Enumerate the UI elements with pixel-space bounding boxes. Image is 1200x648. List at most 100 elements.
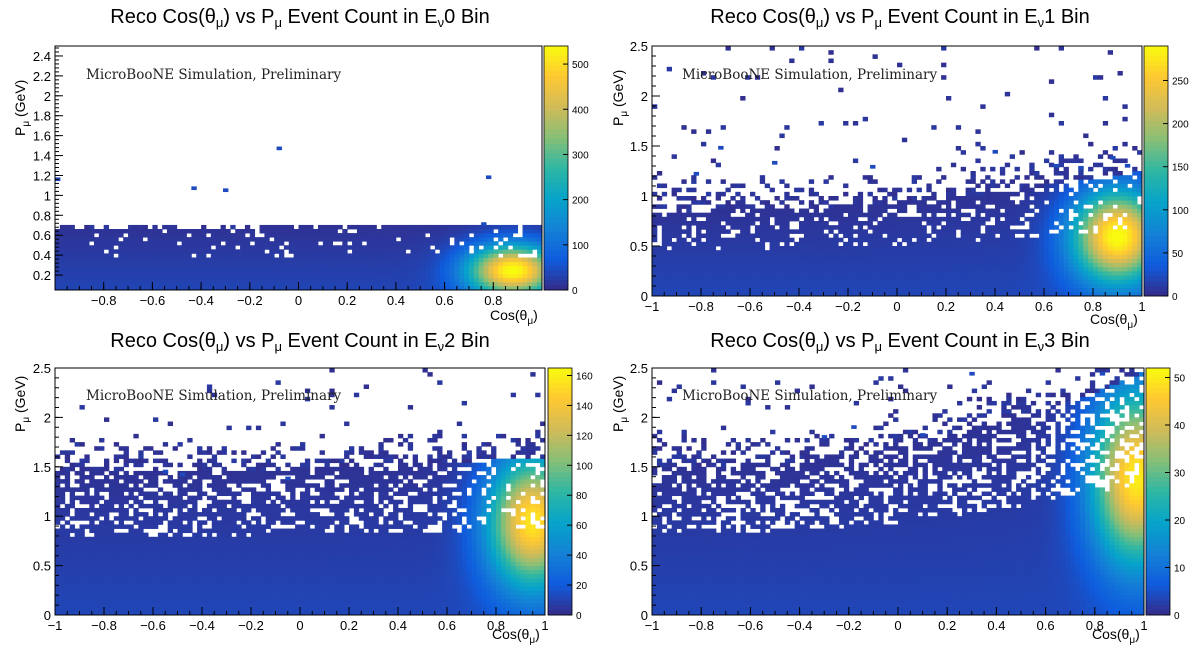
y-tick-label: 1: [641, 189, 648, 204]
y-tick-label: 1.2: [33, 168, 51, 183]
outlier-bin: [821, 435, 828, 439]
x-tick-label: 0.4: [986, 299, 1004, 314]
colorbar: [543, 45, 569, 291]
z-tick-label: 20: [576, 581, 588, 592]
heatmap-ev2: −1 −0.8 −0.6 −0.4 −0.2 0 0.2 0.4 0.6 0.8 1 0 0.5 1 1.5…: [33, 361, 593, 633]
z-tick-label: 150: [1172, 163, 1189, 174]
panel-ev0: −0.8 −0.6 −0.4 −0.2 0 0.2 0.4 0.6 0.8 0.2 0.4 0.6 0.…: [0, 0, 600, 327]
y-tick-label: 1: [44, 188, 51, 203]
simulation-label-ev0: MicroBooNE Simulation, Preliminary: [86, 67, 342, 83]
x-tick-label: −0.2: [836, 618, 862, 633]
outlier-bin: [1110, 155, 1116, 160]
x-tick-label: 0.2: [340, 618, 358, 633]
heatmap-ev1: −1 −0.8 −0.6 −0.4 −0.2 0 0.2 0.4 0.6 0.8 1 0 0.5 1 1.5…: [630, 39, 1189, 314]
chart-title-ev0: Reco Cos(θμ) vs Pμ Event Count in Eν0 Bi…: [110, 6, 490, 30]
z-tick-label: 0: [576, 611, 582, 622]
outlier-bin: [772, 160, 778, 165]
outlier-bin: [276, 146, 282, 151]
outlier-bin: [851, 425, 857, 429]
z-tick-label: 140: [576, 401, 593, 412]
z-tick-label: 100: [1172, 206, 1189, 217]
x-tick-label: −0.2: [238, 618, 264, 633]
x-tick-label: −0.2: [237, 293, 263, 308]
z-tick-label: 400: [572, 105, 589, 116]
x-tick-label: 0.8: [1084, 299, 1102, 314]
outlier-bin: [1099, 371, 1106, 376]
z-tick-label: 200: [1172, 120, 1189, 131]
x-axis-label-ev2: Cos(θμ): [492, 626, 540, 646]
chart-title-ev3: Reco Cos(θμ) vs Pμ Event Count in Eν3 Bi…: [710, 330, 1090, 354]
x-tick-label: 1: [541, 618, 548, 633]
x-tick-label: 0.2: [338, 293, 356, 308]
z-tick-label: 500: [572, 60, 589, 71]
y-tick-label: 1: [44, 509, 51, 524]
heatmap-cells: [55, 224, 543, 291]
y-tick-label: 0.5: [630, 239, 648, 254]
x-tick-label: −0.2: [835, 299, 861, 314]
x-tick-label: 1: [1138, 299, 1145, 314]
x-axis-label-ev0: Cos(θμ): [490, 307, 538, 327]
x-axis-label-ev1: Cos(θμ): [1090, 311, 1138, 331]
y-tick-label: 0.5: [630, 559, 648, 574]
z-tick-label: 250: [1172, 76, 1189, 87]
x-tick-label: −1: [48, 618, 63, 633]
x-tick-label: −0.8: [91, 293, 117, 308]
x-tick-label: −0.8: [688, 299, 714, 314]
outlier-bin: [718, 145, 724, 150]
x-tick-label: 1: [1140, 618, 1147, 633]
y-tick-label: 0.2: [33, 268, 51, 283]
x-tick-label: −0.4: [188, 293, 214, 308]
x-tick-label: 0: [893, 299, 900, 314]
outlier-bin: [223, 188, 229, 193]
x-tick-label: 0.6: [436, 293, 454, 308]
x-tick-label: 0: [296, 618, 303, 633]
colorbar: [1145, 367, 1171, 616]
y-tick-label: 2.5: [630, 39, 648, 54]
x-tick-label: −1: [645, 299, 660, 314]
x-tick-label: 0.4: [987, 618, 1005, 633]
x-tick-label: −0.4: [189, 618, 215, 633]
x-tick-label: 0.8: [487, 618, 505, 633]
y-axis-label-ev1: Pμ (GeV): [610, 69, 630, 126]
outlier-bin: [870, 164, 876, 169]
panel-ev2: −1 −0.8 −0.6 −0.4 −0.2 0 0.2 0.4 0.6 0.8 1 0 0.5 1 1.5…: [0, 324, 600, 648]
x-tick-label: −0.4: [786, 299, 812, 314]
outlier-bin: [920, 433, 926, 437]
z-tick-label: 10: [1174, 564, 1186, 575]
z-tick-label: 120: [576, 431, 593, 442]
x-tick-label: −0.6: [140, 618, 166, 633]
y-tick-label: 1.8: [33, 109, 51, 124]
y-tick-label: 0.6: [33, 228, 51, 243]
z-tick-label: 0: [1174, 611, 1180, 622]
x-axis-label-ev3: Cos(θμ): [1092, 626, 1140, 646]
colorbar: [547, 367, 573, 616]
y-tick-label: 1.4: [33, 149, 51, 164]
outlier-bin: [162, 469, 169, 474]
x-tick-label: 0: [295, 293, 302, 308]
x-tick-label: −0.6: [737, 299, 763, 314]
y-tick-label: 0.4: [33, 248, 51, 263]
outlier-bin: [693, 171, 700, 176]
x-tick-label: −0.8: [91, 618, 117, 633]
outlier-bin: [179, 472, 186, 477]
y-tick-label: 2: [641, 410, 648, 425]
y-tick-label: 0.5: [33, 559, 51, 574]
z-tick-label: 60: [576, 521, 588, 532]
x-tick-label: 0.4: [387, 293, 405, 308]
x-tick-label: 0.6: [1037, 618, 1055, 633]
heatmap-ev0: −0.8 −0.6 −0.4 −0.2 0 0.2 0.4 0.6 0.8 0.2 0.4 0.6 0.…: [33, 45, 589, 308]
simulation-label-ev3: MicroBooNE Simulation, Preliminary: [682, 388, 938, 404]
heatmap-cells: [652, 46, 1143, 297]
y-tick-label: 0: [641, 608, 648, 623]
z-tick-label: 0: [1172, 292, 1178, 303]
x-tick-label: 0: [894, 618, 901, 633]
z-tick-label: 160: [576, 371, 593, 382]
outlier-bin: [1078, 165, 1084, 170]
x-tick-label: 0.6: [1035, 299, 1053, 314]
outlier-bin: [481, 222, 487, 226]
z-tick-label: 50: [1172, 249, 1184, 260]
x-tick-label: 0.6: [438, 618, 456, 633]
y-axis-label-ev0: Pμ (GeV): [12, 79, 32, 136]
y-axis-label-ev3: Pμ (GeV): [610, 375, 630, 432]
z-tick-label: 80: [576, 491, 588, 502]
